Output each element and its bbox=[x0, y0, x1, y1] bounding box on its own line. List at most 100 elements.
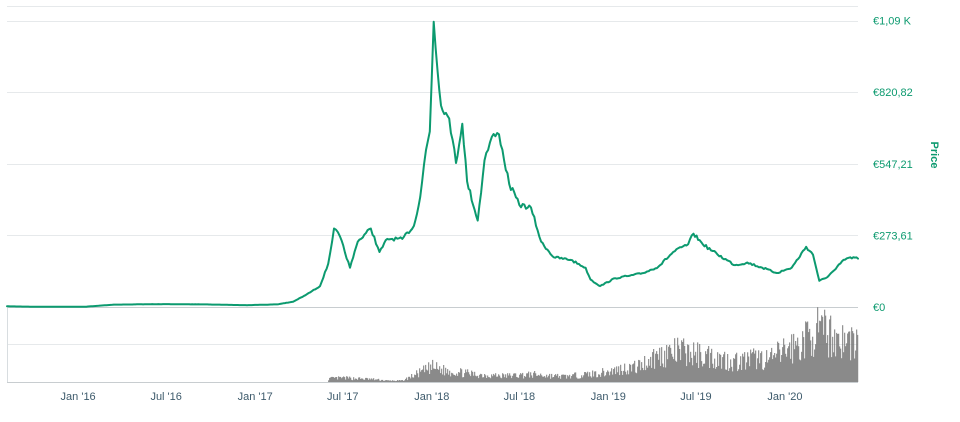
volume-bar bbox=[493, 373, 495, 382]
volume-bar bbox=[341, 378, 343, 382]
volume-bar bbox=[581, 375, 583, 382]
volume-bar bbox=[525, 376, 527, 382]
volume-bar bbox=[679, 349, 681, 382]
volume-bar bbox=[432, 359, 434, 382]
volume-bar bbox=[720, 354, 722, 382]
volume-bar bbox=[547, 377, 549, 382]
x-tick-label: Jan '20 bbox=[767, 391, 802, 403]
volume-bar bbox=[566, 378, 568, 382]
volume-bar bbox=[451, 372, 453, 382]
volume-bar bbox=[411, 374, 413, 382]
volume-bar bbox=[649, 365, 651, 382]
volume-bar bbox=[748, 356, 750, 382]
volume-bar bbox=[850, 360, 852, 382]
volume-bar bbox=[450, 376, 452, 382]
volume-bar bbox=[647, 367, 649, 382]
volume-bar bbox=[613, 369, 615, 382]
volume-bar bbox=[536, 375, 538, 382]
volume-bar bbox=[772, 359, 774, 382]
volume-bar bbox=[691, 357, 693, 382]
volume-bar bbox=[459, 372, 461, 382]
volume-bar bbox=[354, 379, 356, 382]
volume-bar bbox=[496, 376, 498, 382]
volume-bar bbox=[821, 315, 823, 382]
volume-bar bbox=[823, 334, 825, 382]
volume-bar bbox=[602, 368, 604, 382]
volume-bar bbox=[721, 368, 723, 382]
volume-bar bbox=[822, 316, 824, 382]
volume-bar bbox=[641, 362, 643, 382]
volume-bar bbox=[583, 375, 585, 382]
volume-bar bbox=[627, 370, 629, 382]
volume-bar bbox=[799, 359, 801, 382]
volume-bar bbox=[557, 373, 559, 382]
volume-bar bbox=[353, 377, 355, 382]
volume-bar bbox=[443, 365, 445, 382]
volume-bar bbox=[551, 373, 553, 382]
volume-bar bbox=[608, 371, 610, 382]
volume-bar bbox=[771, 347, 773, 382]
volume-bar bbox=[510, 375, 512, 382]
volume-bar bbox=[780, 361, 782, 382]
volume-bar bbox=[736, 352, 738, 382]
volume-bar bbox=[413, 377, 415, 382]
volume-bar bbox=[431, 370, 433, 382]
volume-bar bbox=[460, 368, 462, 382]
volume-bar bbox=[409, 376, 411, 382]
volume-bar bbox=[415, 375, 417, 382]
volume-bar bbox=[585, 372, 587, 382]
volume-bar bbox=[776, 353, 778, 382]
volume-bar bbox=[342, 377, 344, 382]
volume-bar bbox=[841, 358, 843, 382]
volume-bar bbox=[598, 374, 600, 382]
volume-bar bbox=[817, 307, 819, 382]
volume-bar bbox=[389, 380, 391, 382]
volume-bar bbox=[379, 380, 381, 382]
volume-bar bbox=[385, 380, 387, 382]
volume-bar bbox=[740, 356, 742, 382]
volume-bar bbox=[393, 380, 395, 382]
volume-bar bbox=[791, 334, 793, 382]
volume-bar bbox=[526, 373, 528, 382]
volume-bar bbox=[784, 344, 786, 382]
volume-bar bbox=[372, 379, 374, 382]
volume-bar bbox=[762, 369, 764, 382]
volume-bar bbox=[543, 376, 545, 382]
volume-bar bbox=[621, 371, 623, 382]
volume-bar bbox=[400, 380, 402, 382]
volume-bar bbox=[538, 374, 540, 382]
volume-bar bbox=[694, 355, 696, 382]
volume-bar bbox=[589, 372, 591, 382]
volume-bar bbox=[444, 375, 446, 382]
volume-bar bbox=[619, 375, 621, 382]
volume-bar bbox=[474, 371, 476, 382]
volume-bar bbox=[690, 351, 692, 382]
volume-bar bbox=[615, 374, 617, 382]
volume-bar bbox=[798, 346, 800, 382]
volume-bar bbox=[828, 357, 830, 382]
volume-bar bbox=[666, 345, 668, 382]
volume-bar bbox=[441, 368, 443, 382]
volume-bar bbox=[523, 378, 525, 382]
volume-bar bbox=[597, 377, 599, 382]
volume-bar bbox=[542, 376, 544, 382]
volume-bar bbox=[482, 377, 484, 382]
volume-bar bbox=[546, 374, 548, 382]
volume-bar bbox=[540, 373, 542, 382]
volume-bar bbox=[794, 349, 796, 382]
volume-bar bbox=[486, 378, 488, 382]
volume-bar bbox=[448, 374, 450, 382]
volume-bar bbox=[646, 365, 648, 382]
volume-bar bbox=[629, 363, 631, 382]
volume-bar bbox=[533, 372, 535, 382]
volume-bar bbox=[764, 367, 766, 382]
volume-bar bbox=[739, 364, 741, 382]
volume-bar bbox=[728, 371, 730, 382]
volume-bar bbox=[429, 374, 431, 382]
price-grid bbox=[7, 6, 858, 308]
volume-bar bbox=[714, 358, 716, 382]
volume-bar bbox=[405, 378, 407, 382]
volume-bar bbox=[745, 369, 747, 382]
volume-bar bbox=[508, 375, 510, 382]
volume-bar bbox=[485, 375, 487, 382]
